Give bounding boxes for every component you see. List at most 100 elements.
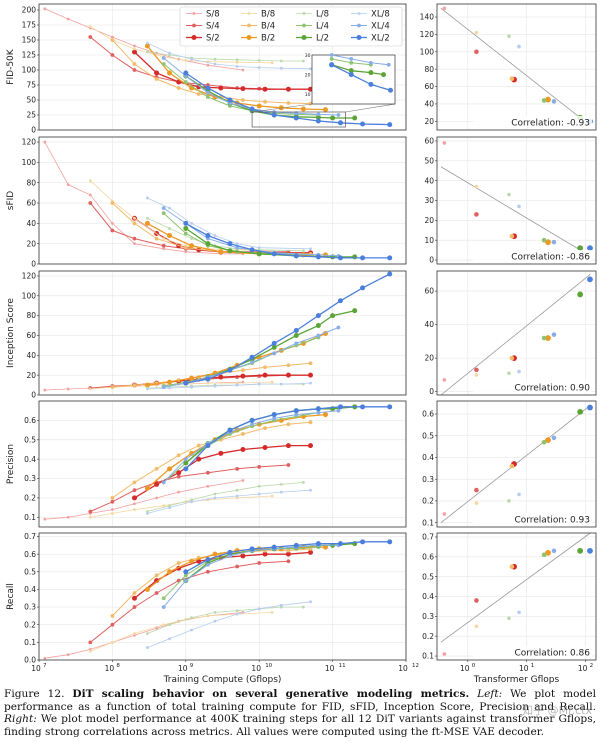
data-point [132,221,137,226]
data-point [88,649,92,653]
series-line-xl-4 [163,544,339,608]
left-panel-precision-grid [38,401,407,527]
y-tick-label: 0.3 [422,612,434,621]
data-point [189,558,195,564]
data-point [235,609,239,613]
legend-swatch-marker [247,12,251,15]
x-tick-label: 10 9 [178,663,194,673]
zoom-data-point [349,57,354,61]
data-point [205,569,210,574]
legend-label: L/4 [316,22,329,32]
x-tick-label-exponent: 8 [116,663,120,669]
data-point [387,271,393,277]
caption-right-label: Right: [4,713,37,726]
data-point [286,363,291,368]
data-point [235,381,239,385]
series-xl-8 [146,41,312,71]
caption-title: DiT scaling behavior on several generati… [72,688,470,700]
legend-label: XL/4 [371,22,390,32]
legend-item-s-8: S/8 [186,10,220,20]
scatter-point-xl-2 [587,276,593,283]
data-point [111,221,114,225]
data-point [309,600,312,604]
data-point [337,120,343,126]
data-point [218,249,224,255]
legend-item-l-8: L/8 [296,10,329,20]
data-point [301,59,305,63]
data-point [360,255,366,261]
legend-swatch-marker [301,35,307,40]
data-point [315,406,321,412]
data-point [240,86,246,92]
left-panel-sfid-yticks: 0 20 40 60 80 100 120 [22,138,39,269]
scatter-point-xl-4 [551,435,557,441]
data-point [308,372,314,378]
x-tick-label: 10 11 [325,663,346,673]
y-tick-label: 0.5 [422,572,434,581]
series-line-l-8 [147,482,304,512]
x-tick-label: 10 10 [251,663,272,673]
data-point [131,495,137,501]
data-point [315,114,321,120]
data-point [293,253,299,259]
zoom-data-point [368,60,373,65]
data-point [360,404,366,410]
series-xl-2 [183,271,393,386]
series-xl-8 [146,381,312,391]
data-point [190,500,194,504]
data-point [387,404,393,410]
zoom-data-point [348,68,354,74]
data-point [241,432,245,436]
series-l-8 [146,481,305,513]
y-tick-label: 10 [424,236,434,245]
scatter-point-b-2 [545,549,551,556]
left-panel-recall-grid [38,533,407,661]
data-point [249,354,255,360]
left-panel-precision-frame [38,400,407,528]
scatter-point-b-8 [474,30,479,35]
data-point [387,539,393,545]
zoom-data-point [381,72,387,78]
data-point [183,225,189,231]
scatter-point-l-2 [577,291,584,298]
data-point [162,247,166,251]
data-point [196,443,201,448]
legend-label: XL/2 [371,34,390,44]
left-panel-sfid: 0 20 40 60 80 100 120 sFID [6,136,407,269]
data-point [183,569,189,575]
zoom-data-point [386,62,391,67]
y-tick-label: 0 [31,260,36,269]
data-point [257,382,261,386]
data-point [154,70,160,76]
series-line-xl-2 [185,72,390,126]
caption-left-text: We plot model performance as a function … [4,688,596,713]
data-point [133,242,136,246]
data-point [161,605,166,609]
zoom-data-point [329,62,335,68]
right-panel-recall-grid [437,533,596,660]
data-point [110,496,115,500]
data-point [183,457,188,462]
legend-item-b-2: B/2 [241,34,275,44]
figure-caption: Figure 12. DiT scaling behavior on sever… [4,688,596,738]
scatter-point-l-8 [507,499,511,503]
data-point [176,470,182,476]
data-point [301,605,305,609]
legend-swatch-marker [247,23,251,28]
data-point [249,546,255,552]
data-point [144,586,150,592]
data-point [43,7,47,11]
right-panel-fid-50k-frame [436,3,597,131]
series-line-xl-2 [185,273,390,384]
y-tick-label: 0.1 [24,513,36,522]
data-point [154,236,159,241]
data-point [162,237,166,241]
data-point [167,233,173,239]
data-point [271,544,277,550]
legend-swatch-marker [357,12,361,15]
y-tick-label: 60 [26,199,36,208]
scatter-point-xl-8 [517,44,521,49]
y-tick-label: 0.1 [24,638,36,647]
series-line-xl-8 [147,489,311,514]
data-point [286,422,291,427]
